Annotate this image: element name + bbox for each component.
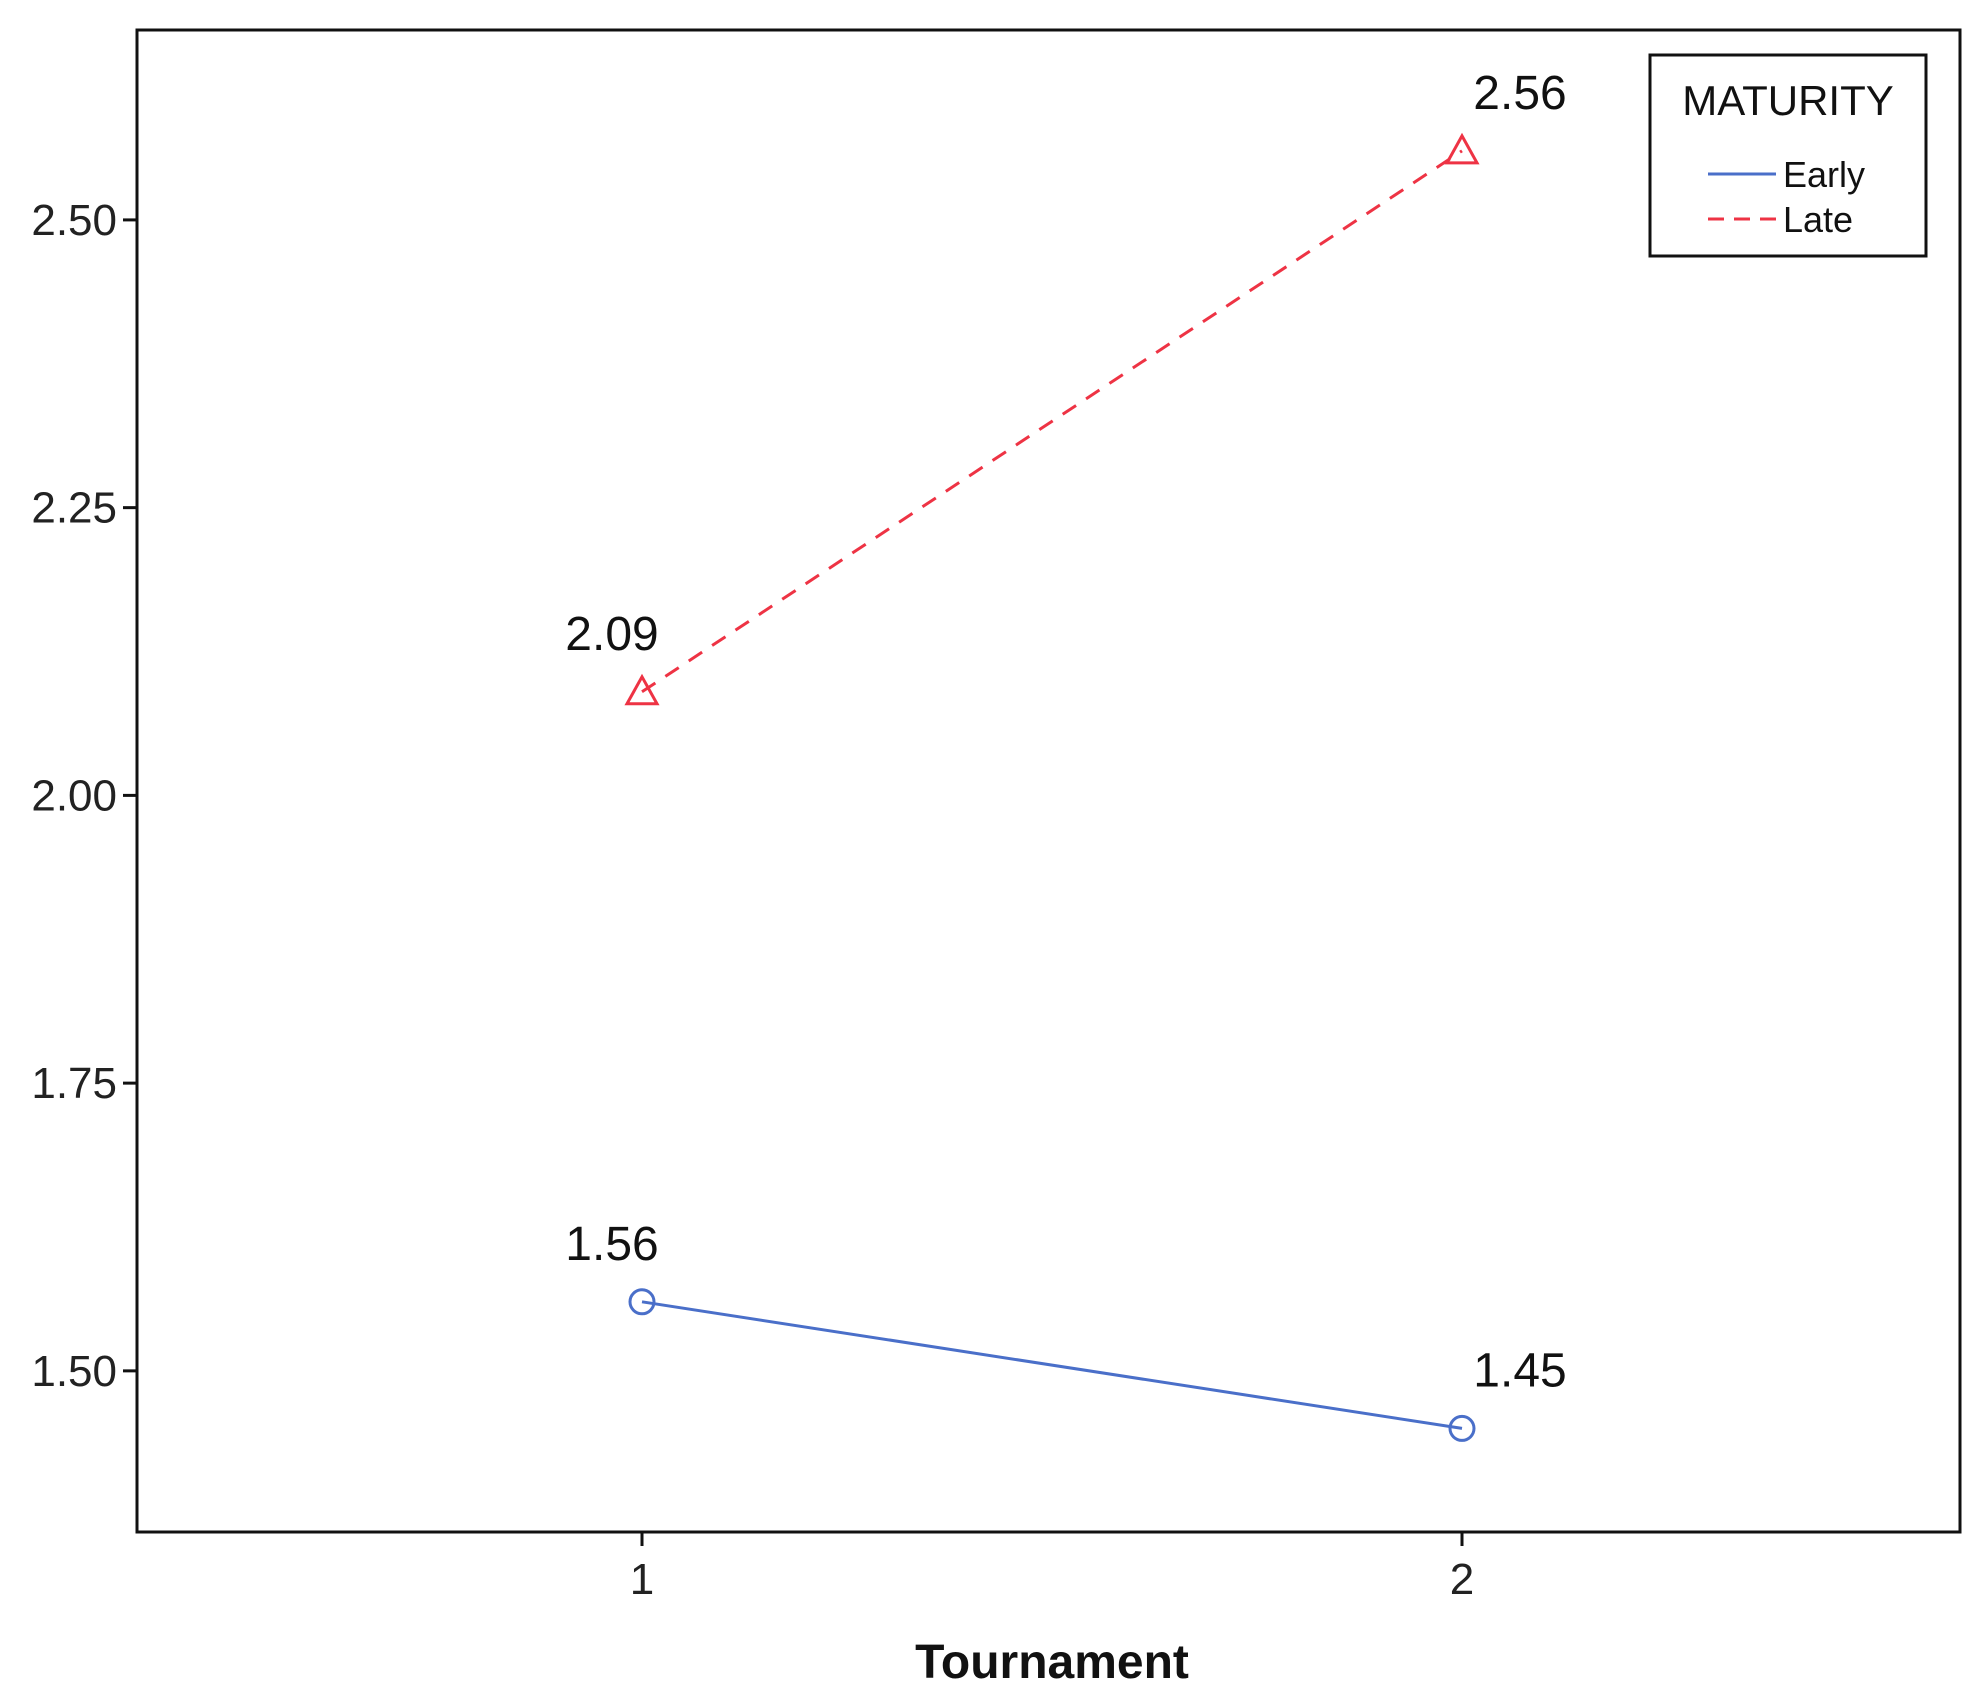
plot-frame bbox=[135, 28, 1962, 1534]
y-tick-label: 1.75 bbox=[31, 1059, 117, 1108]
legend-box bbox=[1648, 53, 1928, 258]
y-tick-label: 2.00 bbox=[31, 771, 117, 820]
data-label: 1.45 bbox=[1473, 1344, 1566, 1397]
x-tick-label: 2 bbox=[1450, 1555, 1474, 1604]
series-markers bbox=[624, 132, 1480, 1442]
data-label: 2.56 bbox=[1473, 67, 1566, 120]
y-axis-ticks: 1.50 1.75 2.00 2.25 2.50 bbox=[31, 196, 137, 1396]
y-tick-label: 2.25 bbox=[31, 484, 117, 533]
data-point-marker bbox=[1448, 1414, 1476, 1442]
series-line-early bbox=[641, 1300, 1463, 1430]
legend-label-early: Early bbox=[1783, 154, 1865, 195]
x-tick-label: 1 bbox=[630, 1555, 654, 1604]
data-point-marker bbox=[624, 673, 660, 706]
data-point-marker bbox=[628, 1288, 656, 1316]
data-label: 2.09 bbox=[565, 608, 658, 661]
series-line-late bbox=[641, 149, 1463, 694]
y-tick-label: 1.50 bbox=[31, 1347, 117, 1396]
series-lines bbox=[641, 149, 1463, 1430]
legend-label-late: Late bbox=[1783, 199, 1853, 240]
data-label: 1.56 bbox=[565, 1218, 658, 1271]
data-labels: 1.56 1.45 2.09 2.56 bbox=[565, 67, 1566, 1398]
data-point-marker bbox=[1444, 132, 1480, 165]
x-axis-title: Tournament bbox=[915, 1636, 1189, 1689]
legend-title: MATURITY bbox=[1682, 77, 1894, 124]
y-tick-label: 2.50 bbox=[31, 196, 117, 245]
